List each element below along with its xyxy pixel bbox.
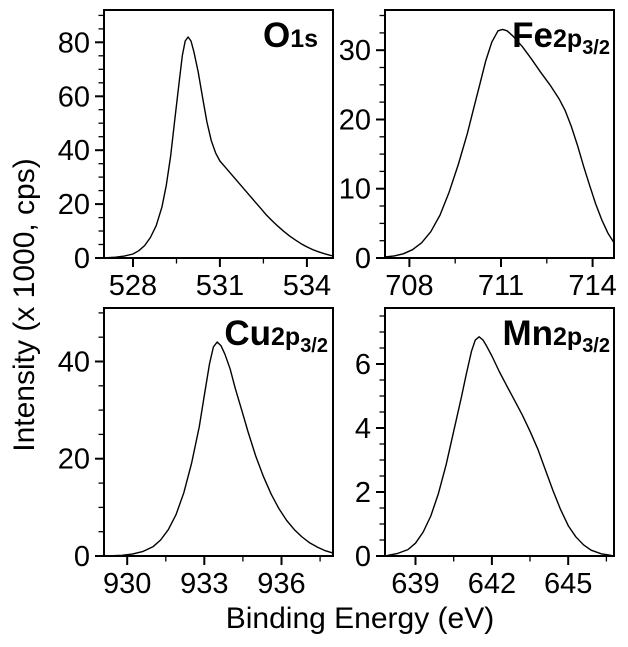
fe2p32-spectrum-plot: 708 711 714 0 10 20 30 (339, 9, 617, 300)
svg-text:645: 645 (544, 568, 592, 598)
y-axis-title: Intensity (x 1000, cps) (8, 158, 41, 452)
panel-title-mn2p32: Mn 2p 3/2 (502, 314, 610, 356)
svg-text:531: 531 (196, 270, 244, 300)
panel-title-main: Mn (502, 314, 553, 353)
svg-text:60: 60 (58, 81, 90, 113)
svg-text:936: 936 (257, 568, 305, 598)
svg-text:40: 40 (58, 347, 90, 379)
panel-title-main: Fe (512, 16, 553, 55)
svg-text:30: 30 (339, 35, 371, 67)
panel-title-orbital: 1s (290, 25, 318, 53)
panel-title-fe2p32: Fe 2p 3/2 (512, 16, 610, 58)
svg-text:0: 0 (74, 541, 90, 573)
o1s-spectrum-plot: 528 531 534 0 20 40 60 80 (58, 9, 334, 300)
svg-text:0: 0 (74, 243, 90, 275)
svg-text:6: 6 (355, 349, 371, 381)
svg-text:0: 0 (355, 541, 371, 573)
svg-text:2: 2 (355, 477, 371, 509)
svg-text:933: 933 (180, 568, 228, 598)
svg-text:534: 534 (283, 270, 331, 300)
svg-text:711: 711 (478, 270, 524, 300)
svg-text:20: 20 (339, 105, 371, 137)
svg-text:40: 40 (58, 135, 90, 167)
panel-title-subscript: 3/2 (582, 335, 610, 357)
svg-text:20: 20 (58, 444, 90, 476)
svg-text:528: 528 (109, 270, 157, 300)
panel-title-subscript: 3/2 (300, 335, 328, 357)
panel-title-o1s: O 1s (263, 18, 318, 53)
panel-title-orbital: 2p (271, 323, 301, 351)
panel-title-main: Cu (224, 314, 271, 353)
panel-title-subscript: 3/2 (582, 37, 610, 59)
cu2p32-spectrum-plot: 930 933 936 0 20 40 (58, 307, 334, 598)
panel-title-main: O (262, 16, 291, 55)
svg-text:930: 930 (103, 568, 151, 598)
svg-text:80: 80 (58, 27, 90, 59)
svg-text:10: 10 (339, 174, 371, 206)
svg-text:639: 639 (391, 568, 439, 598)
svg-text:4: 4 (355, 413, 371, 445)
panel-title-orbital: 2p (553, 323, 583, 351)
svg-text:642: 642 (468, 568, 516, 598)
svg-text:708: 708 (385, 270, 433, 300)
panel-title-orbital: 2p (553, 25, 583, 53)
svg-text:20: 20 (58, 189, 90, 221)
svg-text:0: 0 (355, 243, 371, 275)
mn2p32-spectrum-plot: 639 642 645 0 2 4 6 (355, 307, 615, 598)
svg-text:714: 714 (568, 270, 616, 300)
panel-title-cu2p32: Cu 2p 3/2 (224, 314, 328, 356)
x-axis-title: Binding Energy (eV) (225, 602, 495, 635)
